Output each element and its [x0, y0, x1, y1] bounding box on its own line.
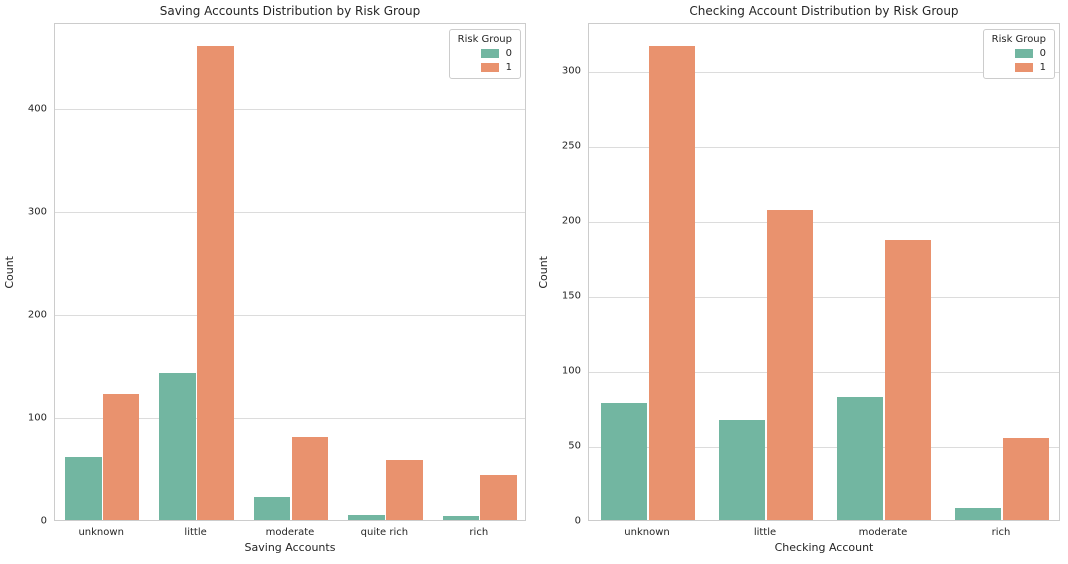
gridline [589, 371, 1059, 373]
bar-group0-quite-rich [348, 514, 385, 520]
legend-title: Risk Group [457, 34, 512, 45]
gridline [589, 446, 1059, 448]
legend: Risk Group 0 1 [448, 29, 521, 79]
chart-checking-account: Checking Account Distribution by Risk Gr… [534, 0, 1068, 564]
plot-area: Risk Group 0 1 [588, 23, 1060, 521]
gridline [589, 296, 1059, 298]
y-axis-label: Count [2, 255, 16, 289]
legend-entry-label: 0 [1039, 48, 1046, 59]
x-tick-label: little [184, 527, 207, 538]
x-tick-label: moderate [858, 527, 908, 538]
legend-swatch-icon [1014, 63, 1033, 72]
x-tick-label: unknown [78, 527, 124, 538]
x-tick-label: unknown [624, 527, 670, 538]
y-tick-label: 100 [27, 412, 47, 424]
gridline [55, 109, 525, 111]
x-tick-label: moderate [265, 527, 315, 538]
bar-group1-moderate [884, 239, 931, 520]
bar-group0-rich [955, 508, 1002, 520]
legend-entry-label: 1 [1039, 62, 1046, 73]
gridline [55, 212, 525, 214]
y-tick-label: 300 [27, 206, 47, 218]
x-axis-label: Checking Account [774, 541, 874, 554]
x-tick-label: rich [469, 527, 489, 538]
gridline [589, 146, 1059, 148]
legend-entry-label: 1 [505, 62, 512, 73]
legend-entry: 0 [992, 48, 1046, 59]
legend-entry: 1 [458, 62, 512, 73]
chart-title: Checking Account Distribution by Risk Gr… [689, 4, 959, 18]
y-tick-label: 300 [561, 65, 581, 77]
legend-swatch-icon [1014, 49, 1033, 58]
legend-entry: 0 [458, 48, 512, 59]
bar-group1-little [197, 45, 234, 520]
bar-group1-moderate [291, 436, 329, 520]
chart-title: Saving Accounts Distribution by Risk Gro… [159, 4, 421, 18]
chart-saving-accounts: Saving Accounts Distribution by Risk Gro… [2, 4, 526, 554]
bar-group1-unknown [648, 46, 695, 520]
y-tick-label: 0 [40, 515, 47, 527]
y-tick-label: 150 [561, 290, 581, 302]
x-tick-label: quite rich [360, 527, 409, 538]
bar-group1-rich [1002, 437, 1049, 520]
bar-group0-rich [442, 515, 480, 520]
y-tick-label: 50 [568, 440, 581, 452]
bar-group1-little [766, 209, 813, 520]
y-tick-label: 0 [574, 515, 581, 527]
legend-swatch-icon [480, 63, 499, 72]
bar-group0-unknown [64, 457, 102, 520]
y-tick-label: 200 [561, 215, 581, 227]
plot-area: Risk Group 0 1 [54, 23, 526, 521]
x-tick-label: little [753, 527, 777, 538]
legend-title: Risk Group [991, 34, 1046, 45]
gridline [55, 315, 525, 317]
legend-swatch-icon [480, 49, 499, 58]
bar-group0-little [159, 372, 197, 520]
y-tick-label: 100 [561, 365, 581, 377]
bar-group0-moderate [837, 397, 884, 520]
legend-entry: 1 [992, 62, 1046, 73]
x-axis-label: Saving Accounts [244, 541, 336, 554]
legend-entry-label: 0 [505, 48, 512, 59]
bar-group0-moderate [253, 497, 291, 520]
x-tick-label: rich [991, 527, 1011, 538]
gridline [55, 418, 525, 420]
y-tick-label: 400 [27, 103, 47, 115]
bar-group1-quite-rich [385, 460, 423, 520]
gridline [589, 71, 1059, 73]
bar-group1-rich [480, 474, 518, 520]
legend: Risk Group 0 1 [982, 29, 1055, 79]
gridline [589, 221, 1059, 223]
y-tick-label: 200 [27, 309, 47, 321]
y-tick-label: 250 [561, 140, 581, 152]
bar-group1-unknown [102, 394, 140, 520]
bar-group0-unknown [601, 403, 648, 520]
bar-group0-little [719, 419, 766, 520]
